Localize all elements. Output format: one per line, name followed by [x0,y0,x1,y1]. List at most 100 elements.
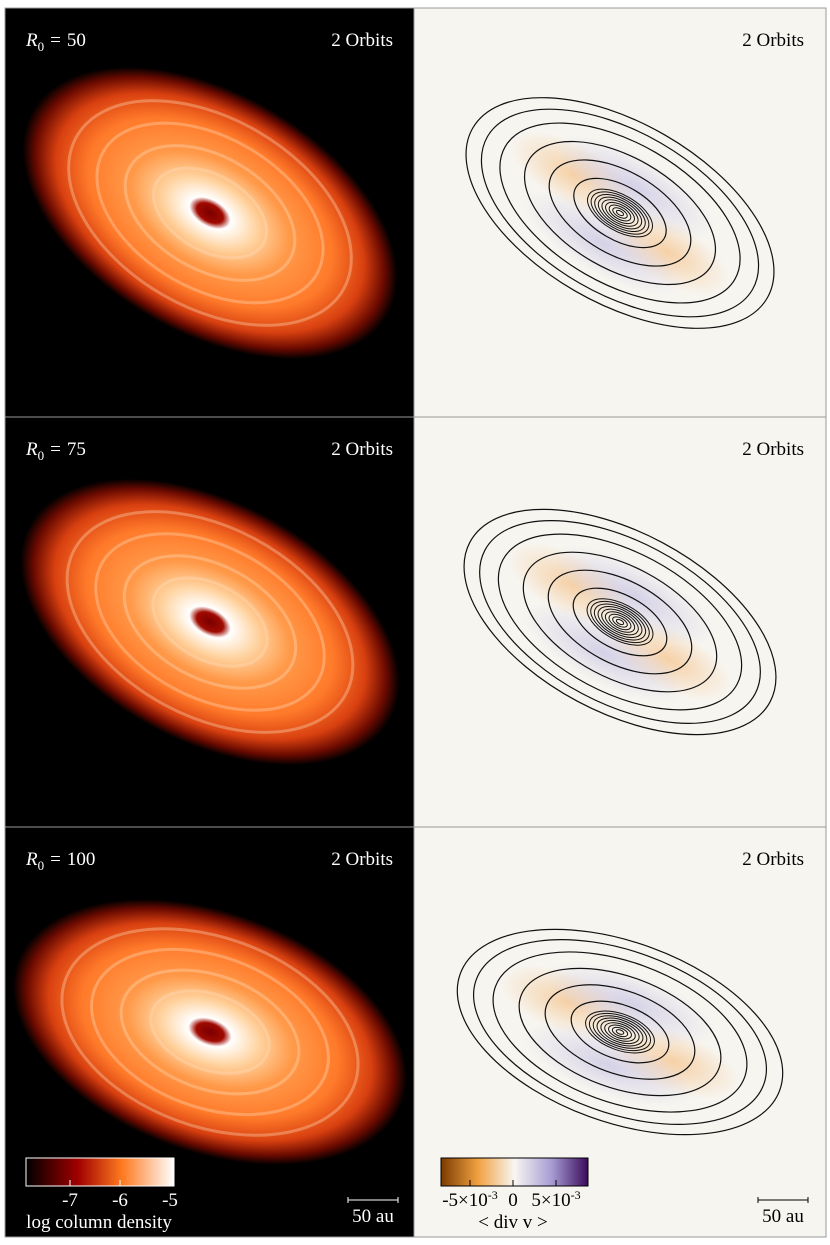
disc-ring [67,99,353,327]
contour [605,201,635,225]
contour [518,967,722,1097]
contour [456,928,784,1136]
disc [20,478,400,766]
disc-ring [90,947,330,1117]
row-label: R0 = 50 [25,30,86,54]
contour [570,1000,670,1064]
disc [22,67,398,359]
colorbar-tick-label: 5×10-3 [531,1188,580,1211]
disc-ring [123,144,297,282]
contour [548,159,692,267]
contour [592,1015,648,1049]
subscript: 0 [38,39,45,54]
contour [597,606,643,638]
contour [608,613,632,631]
colorbar [25,1157,175,1187]
value: 50 [67,30,86,51]
contours [456,928,784,1136]
symbol: R [25,439,38,460]
disc-body [22,67,398,359]
contour [590,191,650,235]
row-label: R0 = 75 [25,439,86,463]
contour [463,508,777,736]
contour [479,520,761,724]
contour [590,600,650,644]
contour [601,199,639,227]
time-label: 2 Orbits [331,439,393,460]
contour [480,108,760,318]
symbol: R [25,30,38,51]
scale-bar [757,1197,809,1203]
tick-exponent: -3 [571,1188,581,1202]
time-label: 2 Orbits [331,30,393,51]
row-label: R0 = 100 [25,849,95,873]
contour [615,209,625,217]
symbol: R [25,849,38,870]
contour [596,1017,644,1047]
contour [586,598,654,646]
contour [604,1022,636,1042]
colorbar [440,1157,589,1187]
blob [522,603,685,703]
relation: = [50,849,61,870]
contour [472,939,768,1125]
contour [522,551,718,693]
scale-bar-label: 50 au [762,1206,804,1227]
contour [523,140,717,286]
value: 100 [67,849,96,870]
disc-ring [65,510,355,734]
colorbar-tick-label: -7 [62,1190,78,1211]
colorbar-label: log column density [26,1212,172,1233]
contour [612,207,628,219]
tick-base: 5×10 [531,1190,570,1211]
tick-exponent: -3 [488,1188,498,1202]
disc-ring [151,166,269,260]
contour [547,569,693,675]
relation: = [50,439,61,460]
contour [497,533,743,711]
contour [615,1029,625,1035]
disc-ring [95,121,325,305]
contour [604,611,636,633]
disc-body [13,899,407,1165]
contour [465,97,775,329]
blob [545,962,716,1046]
value: 75 [67,439,86,460]
contour [608,204,632,222]
contour [611,1026,629,1038]
colorbar-label: < div v > [478,1212,547,1233]
subscript: 0 [38,448,45,463]
contour [600,1019,640,1045]
contour [601,608,639,636]
contour [585,1010,655,1054]
colorbar-tick-label: -5 [162,1190,178,1211]
tick-base: -5×10 [442,1190,488,1211]
scale-bar [347,1197,399,1203]
disc [13,899,407,1165]
colorbar-tick-label: 0 [508,1190,518,1211]
contour [572,587,668,657]
subscript: 0 [38,858,45,873]
blob [522,1023,694,1107]
disc-ring [122,554,298,690]
disc-ring [151,576,269,668]
disc-ring [94,532,326,712]
contour [597,196,643,230]
contour [612,616,628,628]
colorbar-tick-label: -6 [112,1190,128,1211]
time-label: 2 Orbits [742,439,804,460]
contours [463,508,777,736]
contours [465,97,775,329]
disc-ring [60,927,360,1137]
contour [615,618,625,626]
contour [499,122,741,304]
contour [587,188,653,238]
scale-bar-label: 50 au [352,1206,394,1227]
contour [544,984,696,1080]
disc-body [20,478,400,766]
contour [593,603,647,641]
blob [523,191,682,296]
contour [608,1024,632,1040]
contour [492,951,748,1113]
disc-ring [149,989,271,1075]
